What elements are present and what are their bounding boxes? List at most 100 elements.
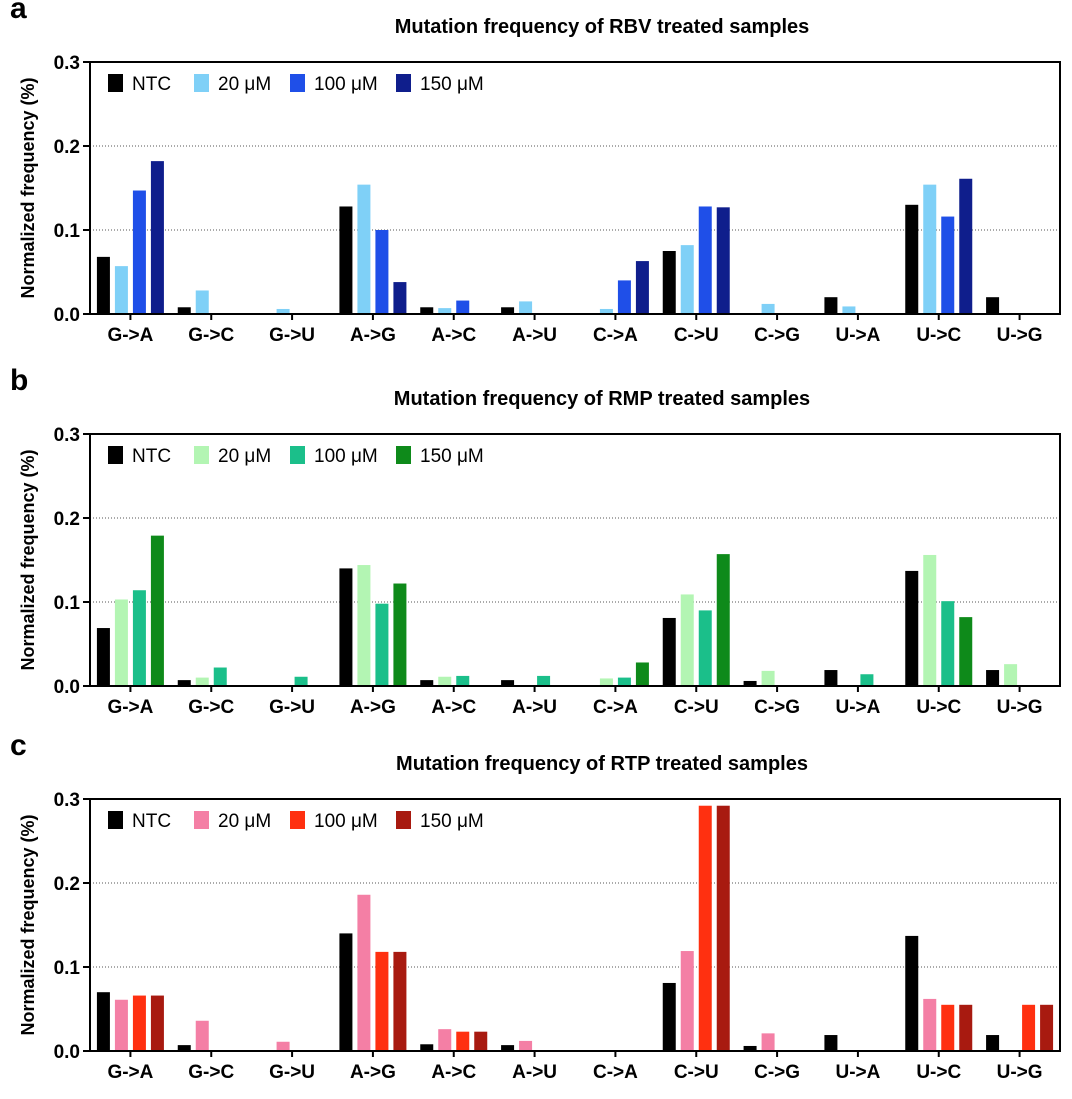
x-tick-label: C->A [593,325,638,346]
x-tick-label: A->G [350,1062,396,1083]
x-tick-label: G->A [107,325,153,346]
legend-swatch [108,74,123,92]
bar [635,261,649,314]
y-tick-label: 0.2 [54,509,80,530]
bar [959,1004,973,1051]
bar-chart: 0.0 0.1 0.2 0.3 G->A G->C G->U A->G A->C A->U C->A… [18,425,1061,718]
legend-label: 20 μM [218,74,271,95]
y-axis-label: Normalized frequency (%) [18,449,38,670]
x-tick-label: G->U [269,325,315,346]
x-tick-label: C->G [754,697,800,718]
bar [662,617,676,686]
bar [150,995,164,1051]
y-tick-label: 0.0 [54,305,80,326]
bar [474,1031,488,1051]
bar [96,256,110,314]
bar [393,951,407,1051]
x-tick-label: C->A [593,697,638,718]
bar [357,894,371,1051]
legend-swatch [194,811,209,829]
bar [986,670,1000,686]
bar [941,1004,955,1051]
y-tick-label: 0.2 [54,874,80,895]
bar [824,1035,838,1051]
bar [501,307,515,314]
bar [96,992,110,1051]
x-tick-label: U->G [997,325,1043,346]
bar [959,178,973,314]
bar [761,670,775,686]
legend-swatch [194,74,209,92]
bar [716,554,730,686]
x-tick-label: C->U [674,1062,719,1083]
x-tick-label: U->G [997,1062,1043,1083]
bar [905,570,919,686]
bar [357,184,371,314]
x-tick-label: C->G [754,1062,800,1083]
bar [195,290,209,314]
bar [941,601,955,686]
bar [375,230,389,314]
bar [923,998,937,1051]
legend-swatch [396,446,411,464]
bar [357,565,371,686]
x-tick-label: G->U [269,697,315,718]
bar-chart: 0.0 0.1 0.2 0.3 G->A G->C G->U A->G A->C A->U C->A… [18,53,1061,346]
bar [842,306,856,314]
bar [339,206,353,314]
bar [698,206,712,314]
bar [501,1045,515,1051]
bar [680,951,694,1051]
bar-chart: 0.0 0.1 0.2 0.3 G->A G->C G->U A->G A->C A->U C->A… [18,790,1061,1083]
bar [339,933,353,1051]
bar [195,677,209,686]
legend-label: 150 μM [420,74,484,95]
x-tick-label: G->C [188,1062,234,1083]
legend-label: 20 μM [218,811,271,832]
legend-label: 100 μM [314,811,378,832]
y-tick-label: 0.3 [54,53,80,74]
bar [905,935,919,1051]
bar [501,680,515,686]
bar [617,280,631,314]
plot-frame [89,798,1061,1052]
x-tick-label: A->G [350,697,396,718]
legend-swatch [290,74,305,92]
x-tick-label: G->U [269,1062,315,1083]
bar [662,982,676,1051]
bar [959,617,973,686]
bar [276,1041,290,1051]
bar [150,161,164,314]
x-tick-label: A->C [431,697,476,718]
bar [519,1040,533,1051]
bar [420,307,434,314]
bar [114,266,128,314]
x-tick-label: A->G [350,325,396,346]
bar [177,307,191,314]
bar [132,995,146,1051]
bar [599,678,613,686]
x-tick-label: U->A [835,1062,880,1083]
bar [393,282,407,314]
x-tick-label: C->G [754,325,800,346]
y-tick-label: 0.0 [54,677,80,698]
bar [1022,1004,1036,1051]
bar [438,1029,452,1051]
bar [743,1045,757,1051]
x-tick-label: U->C [916,325,961,346]
x-tick-label: A->U [512,1062,557,1083]
bar [96,628,110,686]
x-tick-label: U->A [835,697,880,718]
bar [923,184,937,314]
legend-swatch [194,446,209,464]
y-axis-label: Normalized frequency (%) [18,77,38,298]
bar [294,676,308,686]
bar [635,662,649,686]
legend-swatch [290,811,305,829]
bar [986,297,1000,314]
bar [743,680,757,686]
x-tick-label: U->C [916,1062,961,1083]
bar [986,1035,1000,1051]
y-tick-label: 0.3 [54,790,80,811]
panel-b: b Mutation frequency of RMP treated samp… [0,364,1072,734]
